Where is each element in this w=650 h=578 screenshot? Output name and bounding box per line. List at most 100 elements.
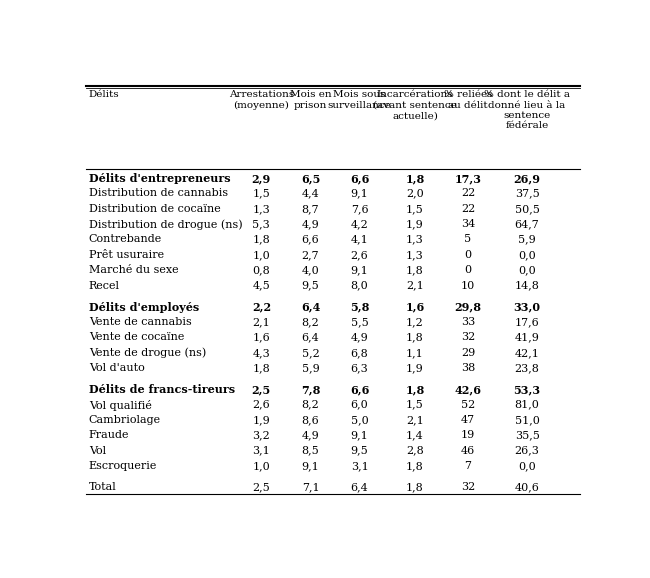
Text: Prêt usuraire: Prêt usuraire	[89, 250, 164, 260]
Text: Délits d'employés: Délits d'employés	[89, 302, 199, 313]
Text: 6,6: 6,6	[350, 384, 369, 395]
Text: 17,3: 17,3	[454, 173, 482, 184]
Text: 5,5: 5,5	[351, 317, 369, 327]
Text: 53,3: 53,3	[514, 384, 541, 395]
Text: 1,8: 1,8	[252, 363, 270, 373]
Text: 4,1: 4,1	[351, 235, 369, 244]
Text: 8,7: 8,7	[302, 204, 319, 214]
Text: 3,2: 3,2	[252, 430, 270, 440]
Text: 5,2: 5,2	[302, 348, 319, 358]
Text: 1,5: 1,5	[406, 204, 424, 214]
Text: 42,6: 42,6	[454, 384, 482, 395]
Text: 5: 5	[464, 235, 471, 244]
Text: Incarcérations
(avant sentence
actuelle): Incarcérations (avant sentence actuelle)	[373, 90, 457, 120]
Text: Recel: Recel	[89, 280, 120, 291]
Text: 8,0: 8,0	[351, 280, 369, 291]
Text: 8,6: 8,6	[302, 415, 319, 425]
Text: Distribution de cannabis: Distribution de cannabis	[89, 188, 228, 198]
Text: 2,8: 2,8	[406, 446, 424, 455]
Text: 6,5: 6,5	[301, 173, 320, 184]
Text: 0,8: 0,8	[252, 265, 270, 275]
Text: Fraude: Fraude	[89, 430, 129, 440]
Text: 1,2: 1,2	[406, 317, 424, 327]
Text: Total: Total	[89, 482, 116, 492]
Text: 42,1: 42,1	[515, 348, 540, 358]
Text: 7: 7	[464, 461, 471, 471]
Text: Escroquerie: Escroquerie	[89, 461, 157, 471]
Text: 1,3: 1,3	[406, 250, 424, 260]
Text: 4,2: 4,2	[351, 219, 369, 229]
Text: 6,3: 6,3	[351, 363, 369, 373]
Text: Contrebande: Contrebande	[89, 235, 162, 244]
Text: 47: 47	[461, 415, 475, 425]
Text: 23,8: 23,8	[515, 363, 540, 373]
Text: 1,8: 1,8	[406, 461, 424, 471]
Text: 38: 38	[461, 363, 475, 373]
Text: 1,6: 1,6	[406, 302, 424, 313]
Text: 41,9: 41,9	[515, 332, 540, 342]
Text: 4,9: 4,9	[302, 219, 319, 229]
Text: 51,0: 51,0	[515, 415, 540, 425]
Text: 1,3: 1,3	[252, 204, 270, 214]
Text: 19: 19	[461, 430, 475, 440]
Text: 81,0: 81,0	[515, 399, 540, 410]
Text: 4,4: 4,4	[302, 188, 319, 198]
Text: 26,3: 26,3	[515, 446, 540, 455]
Text: 1,8: 1,8	[252, 235, 270, 244]
Text: 2,6: 2,6	[252, 399, 270, 410]
Text: 6,4: 6,4	[301, 302, 320, 313]
Text: 6,4: 6,4	[302, 332, 319, 342]
Text: 7,1: 7,1	[302, 482, 319, 492]
Text: 2,5: 2,5	[252, 482, 270, 492]
Text: 1,0: 1,0	[252, 461, 270, 471]
Text: 14,8: 14,8	[515, 280, 540, 291]
Text: 7,8: 7,8	[301, 384, 320, 395]
Text: 2,0: 2,0	[406, 188, 424, 198]
Text: 0: 0	[464, 265, 471, 275]
Text: 8,5: 8,5	[302, 446, 319, 455]
Text: Distribution de drogue (ns): Distribution de drogue (ns)	[89, 219, 242, 229]
Text: 0,0: 0,0	[518, 461, 536, 471]
Text: 6,8: 6,8	[351, 348, 369, 358]
Text: 0,0: 0,0	[518, 250, 536, 260]
Text: 9,5: 9,5	[302, 280, 319, 291]
Text: 9,1: 9,1	[351, 430, 369, 440]
Text: 2,5: 2,5	[252, 384, 271, 395]
Text: 10: 10	[461, 280, 475, 291]
Text: 6,0: 6,0	[351, 399, 369, 410]
Text: 2,1: 2,1	[406, 415, 424, 425]
Text: Vente de drogue (ns): Vente de drogue (ns)	[89, 348, 206, 358]
Text: 22: 22	[461, 204, 475, 214]
Text: Délits d'entrepreneurs: Délits d'entrepreneurs	[89, 173, 231, 184]
Text: 50,5: 50,5	[515, 204, 540, 214]
Text: Délits de francs-tireurs: Délits de francs-tireurs	[89, 384, 235, 395]
Text: Marché du sexe: Marché du sexe	[89, 265, 179, 275]
Text: 1,8: 1,8	[406, 482, 424, 492]
Text: 0,0: 0,0	[518, 265, 536, 275]
Text: 3,1: 3,1	[351, 461, 369, 471]
Text: 2,2: 2,2	[252, 302, 271, 313]
Text: % reliées
au délit: % reliées au délit	[444, 90, 492, 110]
Text: 32: 32	[461, 332, 475, 342]
Text: 1,9: 1,9	[406, 219, 424, 229]
Text: Distribution de cocaïne: Distribution de cocaïne	[89, 204, 220, 214]
Text: 1,8: 1,8	[406, 384, 424, 395]
Text: Délits: Délits	[89, 90, 120, 99]
Text: 9,5: 9,5	[351, 446, 369, 455]
Text: 8,2: 8,2	[302, 399, 319, 410]
Text: Mois en
prison: Mois en prison	[290, 90, 332, 110]
Text: 2,9: 2,9	[252, 173, 271, 184]
Text: 4,9: 4,9	[351, 332, 369, 342]
Text: 3,1: 3,1	[252, 446, 270, 455]
Text: 33: 33	[461, 317, 475, 327]
Text: 1,5: 1,5	[406, 399, 424, 410]
Text: 7,6: 7,6	[351, 204, 369, 214]
Text: 1,8: 1,8	[406, 265, 424, 275]
Text: 32: 32	[461, 482, 475, 492]
Text: 40,6: 40,6	[515, 482, 540, 492]
Text: 4,0: 4,0	[302, 265, 319, 275]
Text: Mois sous
surveillance: Mois sous surveillance	[328, 90, 391, 110]
Text: 5,3: 5,3	[252, 219, 270, 229]
Text: 5,0: 5,0	[351, 415, 369, 425]
Text: 1,1: 1,1	[406, 348, 424, 358]
